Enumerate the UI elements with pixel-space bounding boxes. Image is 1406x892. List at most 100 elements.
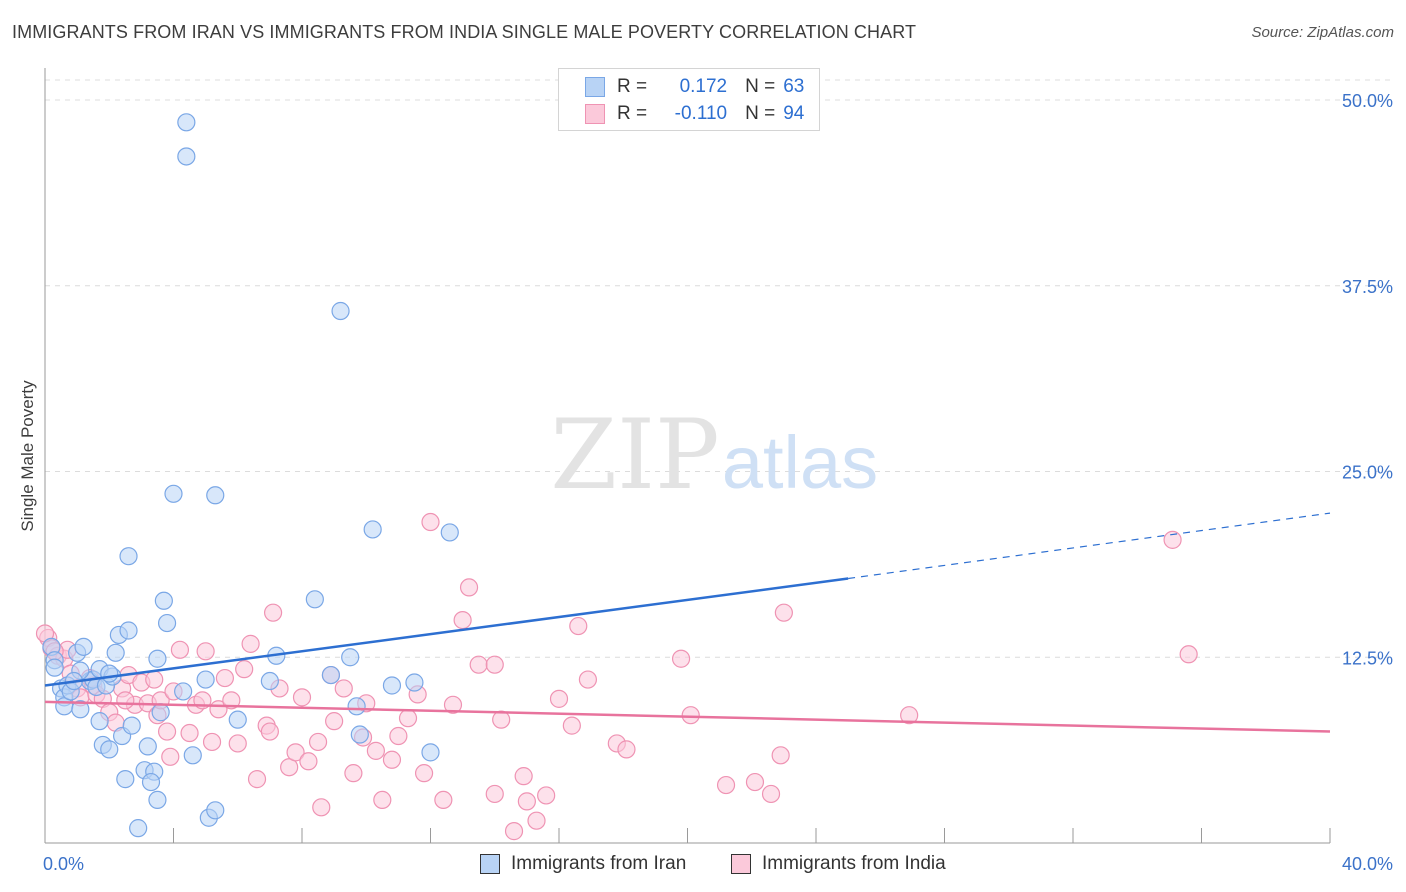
india-point	[761, 784, 781, 804]
iran-point	[174, 682, 193, 701]
iran-point	[440, 523, 459, 542]
india-point	[671, 649, 691, 668]
iran-point	[45, 658, 64, 677]
india-point	[485, 784, 504, 804]
india-point	[196, 642, 215, 661]
iran-point	[363, 520, 382, 539]
bottom-legend-india: Immigrants from India	[731, 852, 946, 876]
india-point	[235, 660, 254, 679]
iran-point	[347, 697, 366, 716]
watermark-atlas: atlas	[722, 421, 878, 504]
legend-row-iran: R = 0.172 N = 63	[585, 75, 804, 99]
india-point	[485, 655, 504, 674]
iran-point	[183, 746, 202, 765]
iran-point	[106, 643, 125, 662]
india-point	[308, 732, 328, 752]
iran-point	[341, 648, 360, 667]
legend-row-india: R = -0.110 N = 94	[585, 102, 804, 126]
iran-point	[177, 113, 196, 132]
iran-point	[100, 740, 119, 759]
iran-point	[157, 613, 177, 633]
india-point	[459, 578, 479, 597]
india-point	[549, 689, 569, 708]
india-point	[228, 734, 247, 753]
iran-point	[151, 703, 170, 722]
india-point	[562, 716, 581, 735]
india-point	[373, 790, 392, 810]
iran-point	[119, 621, 138, 640]
iran-point	[122, 716, 141, 735]
india-point	[334, 679, 353, 698]
india-point	[312, 798, 331, 817]
iran-point	[206, 801, 225, 820]
iran-swatch	[585, 77, 605, 97]
india-point	[180, 723, 199, 743]
axes	[44, 68, 1331, 844]
india-point	[504, 822, 524, 841]
iran-point	[228, 710, 247, 729]
india-n-label: N =	[745, 103, 776, 124]
india-point	[469, 655, 488, 674]
india-point	[325, 712, 344, 731]
iran-point	[138, 737, 157, 756]
india-point	[578, 670, 598, 689]
x-tick-label-max: 40.0%	[1342, 854, 1393, 874]
iran-point	[331, 301, 350, 321]
iran-point	[148, 790, 167, 810]
india-point	[1163, 530, 1182, 549]
iran-point	[90, 712, 109, 731]
source-label: Source: ZipAtlas.com	[1251, 24, 1394, 41]
iran-point	[129, 819, 148, 838]
iran-r-value: 0.172	[679, 76, 728, 97]
india-point	[389, 726, 408, 746]
iran-point	[350, 725, 369, 744]
tick-labels: 12.5% 25.0% 37.5% 50.0% 0.0% 40.0%	[43, 91, 1393, 874]
iran-point	[141, 772, 161, 792]
bottom-iran-label: Immigrants from Iran	[511, 853, 687, 874]
india-point	[382, 750, 402, 769]
iran-point	[305, 590, 324, 609]
india-point	[421, 512, 440, 532]
iran-trend-line	[44, 577, 849, 687]
iran-point	[421, 743, 440, 762]
y-tick-label: 50.0%	[1342, 91, 1393, 111]
india-point	[453, 610, 472, 630]
india-point	[263, 603, 283, 622]
iran-point	[100, 664, 119, 683]
india-point	[745, 772, 765, 792]
iran-trend-extension	[848, 512, 1331, 580]
bottom-india-swatch	[731, 854, 751, 874]
y-tick-label: 37.5%	[1342, 277, 1393, 297]
iran-point	[260, 671, 279, 691]
india-point	[286, 743, 305, 762]
india-point	[617, 740, 636, 759]
india-point	[241, 634, 260, 653]
india-r-label: R =	[617, 103, 648, 124]
iran-point	[71, 700, 90, 719]
bottom-legend-iran: Immigrants from Iran	[480, 852, 686, 876]
india-point	[537, 786, 556, 805]
correlation-legend: R = 0.172 N = 63 R = -0.110 N = 94	[558, 68, 820, 131]
iran-point	[119, 547, 138, 566]
iran-n-label: N =	[745, 76, 776, 97]
india-point	[414, 764, 434, 783]
iran-n-value: 63	[783, 76, 805, 97]
india-point	[299, 752, 318, 771]
x-tick-label-min: 0.0%	[43, 854, 84, 874]
india-point	[900, 706, 919, 725]
india-point	[116, 691, 135, 710]
india-point	[569, 616, 588, 636]
iran-r-label: R =	[617, 76, 648, 97]
india-point	[771, 746, 790, 765]
india-point	[1179, 645, 1198, 664]
iran-point	[116, 770, 135, 789]
iran-point	[177, 147, 196, 166]
india-point	[434, 790, 453, 810]
iran-point	[148, 649, 167, 668]
iran-point	[321, 665, 341, 685]
iran-point	[196, 670, 215, 689]
chart-title: IMMIGRANTS FROM IRAN VS IMMIGRANTS FROM …	[12, 22, 917, 42]
india-r-value: -0.110	[674, 103, 728, 124]
y-tick-label: 25.0%	[1342, 463, 1393, 483]
